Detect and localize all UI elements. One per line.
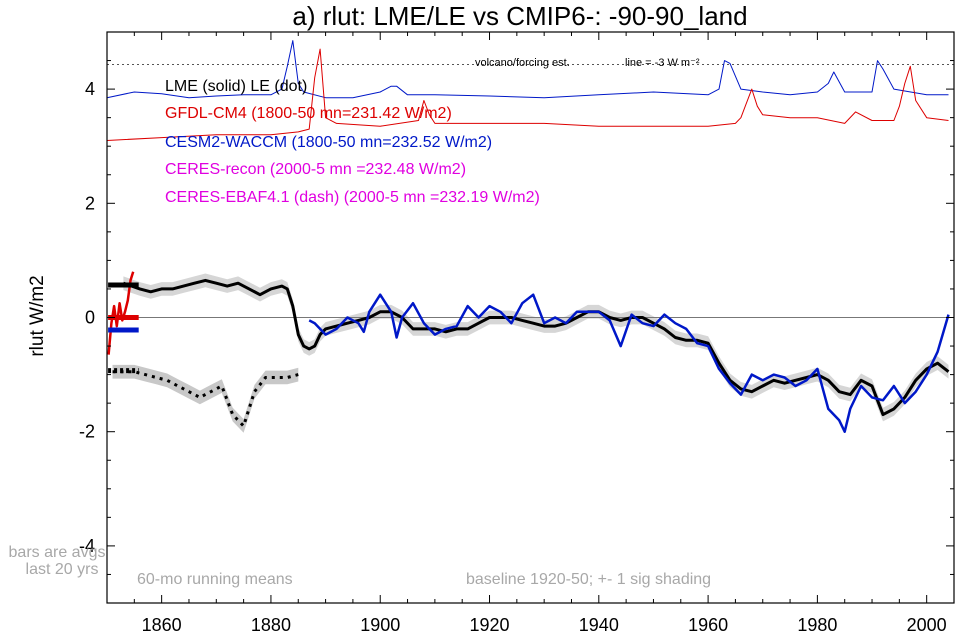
lme-shading-band: [123, 273, 949, 422]
x-tick-label: 1860: [142, 615, 182, 635]
legend-cesm2: CESM2-WACCM (1800-50 mn=232.52 W/m2): [165, 134, 492, 151]
y-tick-label: 4: [85, 79, 95, 99]
bars-note-line2: last 20 yrs: [26, 561, 99, 578]
x-tick-label: 1940: [579, 615, 619, 635]
lme-solid-line: [122, 278, 950, 417]
baseline-note: baseline 1920-50; +- 1 sig shading: [466, 571, 711, 588]
y-axis-label: rlut W/m2: [27, 275, 48, 356]
y-tick-label: -2: [79, 422, 95, 442]
running-means-note: 60-mo running means: [137, 571, 293, 588]
gfdl-early-line: [107, 271, 135, 355]
legend-ceres-ebaf: CERES-EBAF4.1 (dash) (2000-5 mn =232.19 …: [165, 189, 540, 206]
le-shading-band: [112, 364, 299, 433]
series-layer: [106, 40, 950, 433]
x-tick-label: 1880: [251, 615, 291, 635]
reference-lines: [107, 64, 954, 318]
legend: LME (solid) LE (dot) GFDL-CM4 (1800-50 m…: [165, 78, 540, 206]
x-tick-label: 1920: [469, 615, 509, 635]
cesm2-forcing-line: [106, 40, 949, 99]
cesm2-waccm-line: [308, 293, 950, 433]
legend-gfdl: GFDL-CM4 (1800-50 mn=231.42 W/m2): [165, 105, 452, 122]
shading-layer: [112, 273, 949, 433]
le-dotted-line: [112, 370, 299, 428]
axes-layer: 1860 1880 1900 1920 1940 1960 1980 2000 4 2 0 -2 -4: [79, 31, 955, 635]
forcing-label: volcano/forcing est.: [475, 57, 570, 69]
y-tick-label: 0: [85, 308, 95, 328]
x-tick-label: 1960: [688, 615, 728, 635]
gfdl-forcing-line: [106, 48, 949, 141]
scale-label: line = -3 W m⁻²: [625, 57, 700, 69]
y-tick-label: -4: [79, 536, 95, 556]
y-tick-label: 2: [85, 193, 95, 213]
x-tick-label: 2000: [907, 615, 947, 635]
x-tick-label: 1980: [797, 615, 837, 635]
bars-note-line1: bars are avgs: [9, 544, 106, 561]
x-tick-label: 1900: [360, 615, 400, 635]
legend-lme-le: LME (solid) LE (dot): [165, 78, 307, 95]
bars-layer: [108, 282, 139, 374]
chart-title: a) rlut: LME/LE vs CMIP6-: -90-90_land: [292, 1, 747, 31]
legend-ceres-recon: CERES-recon (2000-5 mn =232.48 W/m2): [165, 161, 466, 178]
